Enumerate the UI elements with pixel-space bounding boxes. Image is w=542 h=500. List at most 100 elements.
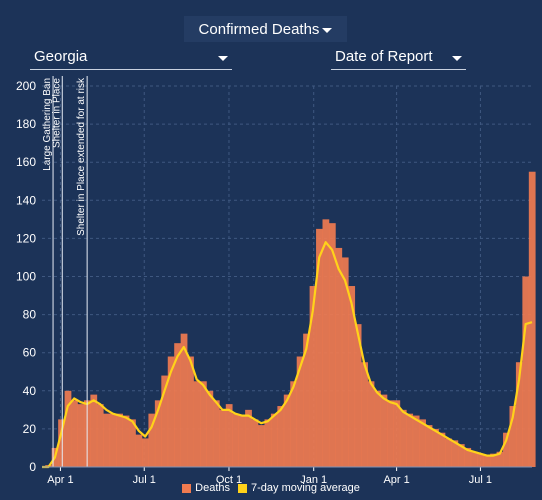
deaths-bar	[77, 404, 85, 467]
y-tick-label: 0	[29, 460, 36, 474]
axis-ticks: 0 20 40 60 80 100 120 140 160 180 200 Apr 1 Jul 1 Oct…	[16, 79, 532, 486]
deaths-bar	[154, 400, 162, 467]
y-tick-label: 20	[23, 422, 37, 436]
deaths-bar	[103, 413, 111, 467]
chevron-down-icon	[452, 55, 462, 61]
deaths-bar	[374, 390, 381, 467]
y-tick-label: 160	[16, 155, 36, 169]
deaths-bar	[515, 362, 523, 467]
deaths-bar	[270, 413, 278, 467]
deaths-bar	[290, 381, 298, 467]
annotation-label: Shelter in Place	[51, 78, 62, 148]
y-tick-label: 100	[16, 270, 36, 284]
chevron-down-icon	[218, 55, 228, 61]
deaths-bar	[116, 413, 123, 467]
deaths-bar	[129, 419, 136, 467]
y-tick-label: 140	[16, 193, 36, 207]
deaths-bar	[393, 400, 401, 467]
deaths-bar	[174, 343, 181, 467]
legend-swatch-deaths	[182, 483, 192, 493]
deaths-bar	[225, 404, 233, 467]
annotation-label: Shelter in Place extended for at risk	[76, 77, 87, 236]
deaths-bar	[90, 394, 98, 467]
state-dropdown-label: Georgia	[34, 48, 88, 65]
date-basis-dropdown[interactable]: Date of Report	[331, 44, 466, 70]
deaths-bar	[457, 444, 465, 467]
deaths-bar	[451, 440, 459, 467]
x-tick-label: Jul 1	[469, 474, 492, 486]
deaths-bar	[167, 356, 175, 467]
metric-dropdown-label: Confirmed Deaths	[198, 20, 320, 38]
deaths-bar	[238, 415, 246, 467]
x-tick-label: Apr 1	[383, 474, 409, 486]
y-tick-label: 40	[23, 384, 37, 398]
annotation-label: Large Gathering Ban	[42, 78, 53, 171]
deaths-bar	[71, 400, 78, 467]
deaths-bar	[283, 394, 291, 467]
deaths-bar	[412, 415, 420, 467]
deaths-bar	[64, 390, 72, 467]
y-tick-label: 60	[23, 346, 37, 360]
deaths-bar	[264, 419, 272, 467]
legend-item-deaths: Deaths	[182, 482, 230, 494]
deaths-bar	[187, 356, 194, 467]
deaths-bar	[503, 432, 510, 467]
chevron-down-icon	[322, 28, 333, 33]
deaths-bar	[483, 455, 491, 467]
y-tick-label: 200	[16, 79, 36, 93]
deaths-bar	[367, 381, 375, 467]
state-dropdown[interactable]: Georgia	[30, 44, 232, 70]
deaths-bar	[148, 413, 156, 467]
deaths-bar	[464, 447, 472, 467]
legend-item-average: 7-day moving average	[238, 482, 360, 494]
deaths-bar	[425, 425, 433, 467]
deaths-bar	[219, 409, 227, 467]
deaths-bar	[496, 451, 504, 467]
x-tick-label: Jul 1	[133, 474, 156, 486]
deaths-bar	[432, 428, 439, 467]
deaths-bar	[212, 400, 220, 467]
deaths-bar	[258, 425, 265, 467]
x-tick-label: Jan 1	[300, 474, 327, 486]
legend: Deaths 7-day moving average	[0, 482, 542, 494]
legend-label-deaths: Deaths	[195, 482, 230, 494]
deaths-bar	[180, 333, 188, 467]
y-tick-label: 180	[16, 117, 36, 131]
deaths-bar	[109, 413, 117, 467]
deaths-bar	[399, 409, 407, 467]
deaths-bar	[490, 453, 497, 467]
deaths-bar	[296, 356, 304, 467]
x-tick-label: Oct 1	[216, 474, 242, 486]
deaths-bar	[328, 223, 336, 467]
deaths-bar	[96, 404, 104, 467]
deaths-bar	[419, 419, 426, 467]
deaths-bars	[45, 171, 536, 467]
deaths-bar	[161, 375, 169, 467]
deaths-bar	[309, 286, 317, 467]
deaths-bar	[206, 390, 214, 467]
y-tick-label: 80	[23, 308, 37, 322]
deaths-bar	[406, 413, 414, 467]
deaths-bar	[232, 413, 240, 467]
deaths-bar	[522, 276, 530, 467]
deaths-bar	[348, 286, 356, 467]
deaths-bar	[477, 453, 485, 467]
metric-dropdown[interactable]: Confirmed Deaths	[184, 16, 347, 42]
deaths-bar	[316, 228, 323, 467]
deaths-bar	[200, 381, 207, 467]
moving-average-line	[42, 241, 533, 469]
deaths-bar	[438, 432, 446, 467]
deaths-bar	[335, 247, 343, 467]
y-tick-label: 120	[16, 231, 36, 245]
deaths-bar	[303, 333, 310, 467]
deaths-bar	[122, 415, 130, 467]
moving-average-line-layer	[42, 241, 533, 469]
deaths-bar	[361, 362, 368, 467]
deaths-bar	[193, 381, 201, 467]
deaths-bar	[245, 409, 252, 467]
deaths-bar	[251, 419, 259, 467]
x-tick-label: Apr 1	[47, 474, 73, 486]
deaths-bar	[135, 434, 143, 467]
